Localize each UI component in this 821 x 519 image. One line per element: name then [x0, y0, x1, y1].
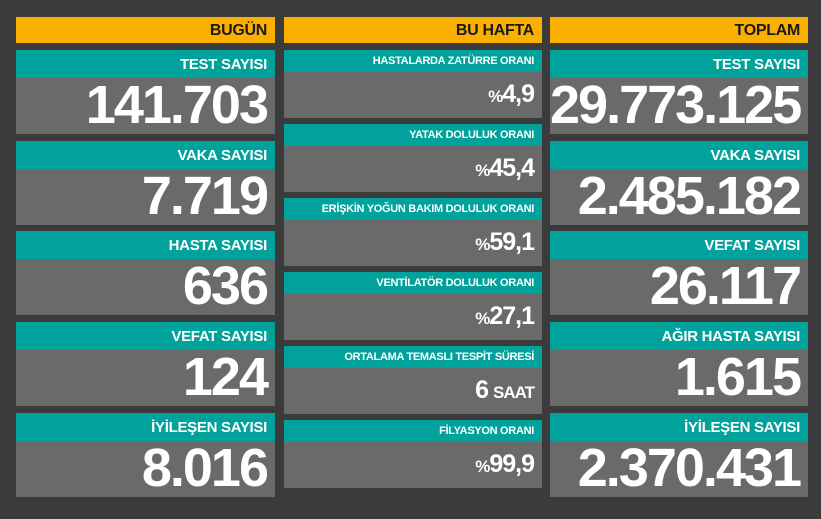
stat-card: ERİŞKİN YOĞUN BAKIM DOLULUK ORANI %59,1	[284, 198, 542, 266]
stat-value: %4,9	[284, 72, 542, 119]
value-number: 99,9	[489, 450, 535, 478]
column: TOPLAM TEST SAYISI 29.773.125 VAKA SAYISI 2.…	[550, 17, 808, 497]
stat-value: 29.773.125	[550, 78, 808, 132]
value-suffix: SAAT	[492, 383, 535, 402]
value-number: 2.370.431	[577, 437, 802, 498]
value-number: 636	[182, 256, 269, 317]
stat-value: 124	[16, 350, 275, 404]
stat-label: ORTALAMA TEMASLI TESPİT SÜRESİ	[284, 346, 542, 368]
value-prefix: %	[475, 457, 490, 476]
stat-card: VAKA SAYISI 2.485.182	[550, 140, 808, 225]
stat-card: İYİLEŞEN SAYISI 8.016	[16, 412, 275, 497]
column: BUGÜN TEST SAYISI 141.703 VAKA SAYISI 7.719 H…	[16, 17, 275, 497]
stat-card: AĞIR HASTA SAYISI 1.615	[550, 322, 808, 407]
stat-card: HASTA SAYISI 636	[16, 231, 275, 316]
stat-card: VENTİLATÖR DOLULUK ORANI %27,1	[284, 272, 542, 340]
stat-card: VEFAT SAYISI 124	[16, 322, 275, 407]
stat-value: 2.370.431	[550, 441, 808, 495]
stat-card: İYİLEŞEN SAYISI 2.370.431	[550, 412, 808, 497]
stat-label: VEFAT SAYISI	[550, 231, 808, 260]
value-number: 26.117	[649, 256, 802, 317]
stat-label: HASTA SAYISI	[16, 231, 275, 260]
value-number: 6	[475, 376, 489, 404]
stat-card: TEST SAYISI 29.773.125	[550, 50, 808, 134]
stat-label: TEST SAYISI	[16, 50, 275, 78]
stat-value: 141.703	[16, 78, 275, 132]
value-number: 124	[182, 347, 269, 408]
value-prefix: %	[475, 309, 490, 328]
stat-card: ORTALAMA TEMASLI TESPİT SÜRESİ 6 SAAT	[284, 346, 542, 414]
stat-value: %99,9	[284, 442, 542, 489]
stat-value: 26.117	[550, 259, 808, 313]
stat-card: VAKA SAYISI 7.719	[16, 140, 275, 225]
stat-value: %27,1	[284, 294, 542, 341]
value-number: 7.719	[141, 165, 269, 226]
value-prefix: %	[475, 161, 490, 180]
value-number: 2.485.182	[577, 165, 802, 226]
stat-label: ERİŞKİN YOĞUN BAKIM DOLULUK ORANI	[284, 198, 542, 220]
stat-value: 6 SAAT	[284, 368, 542, 415]
stat-label: VAKA SAYISI	[550, 140, 808, 169]
stat-card: VEFAT SAYISI 26.117	[550, 231, 808, 316]
stat-card: HASTALARDA ZATÜRRE ORANI %4,9	[284, 50, 542, 118]
value-number: 1.615	[674, 347, 802, 408]
stat-value: 7.719	[16, 169, 275, 223]
stat-card: TEST SAYISI 141.703	[16, 50, 275, 134]
stat-value: 636	[16, 259, 275, 313]
value-number: 29.773.125	[550, 75, 802, 135]
stat-label: VEFAT SAYISI	[16, 322, 275, 351]
stat-label: TEST SAYISI	[550, 50, 808, 78]
column-header: BUGÜN	[16, 17, 275, 43]
stat-label: VAKA SAYISI	[16, 140, 275, 169]
stat-label: İYİLEŞEN SAYISI	[550, 412, 808, 441]
column-header: BU HAFTA	[284, 17, 542, 43]
value-number: 8.016	[141, 437, 269, 498]
column-header: TOPLAM	[550, 17, 808, 43]
stat-label: FİLYASYON ORANI	[284, 420, 542, 442]
value-number: 27,1	[489, 302, 535, 330]
stat-value: 1.615	[550, 350, 808, 404]
stat-card: FİLYASYON ORANI %99,9	[284, 420, 542, 488]
value-number: 59,1	[489, 228, 535, 256]
stat-label: VENTİLATÖR DOLULUK ORANI	[284, 272, 542, 294]
stat-value: 8.016	[16, 441, 275, 495]
stat-value: %45,4	[284, 146, 542, 193]
value-number: 141.703	[85, 75, 269, 135]
stat-value: %59,1	[284, 220, 542, 267]
value-prefix: %	[488, 87, 503, 106]
stat-value: 2.485.182	[550, 169, 808, 223]
stat-label: HASTALARDA ZATÜRRE ORANI	[284, 50, 542, 72]
value-number: 4,9	[502, 80, 535, 108]
stat-label: AĞIR HASTA SAYISI	[550, 322, 808, 351]
value-prefix: %	[475, 235, 490, 254]
value-number: 45,4	[489, 154, 535, 182]
stat-card: YATAK DOLULUK ORANI %45,4	[284, 124, 542, 192]
stat-label: İYİLEŞEN SAYISI	[16, 412, 275, 441]
stat-label: YATAK DOLULUK ORANI	[284, 124, 542, 146]
column: BU HAFTA HASTALARDA ZATÜRRE ORANI %4,9 YATA…	[284, 17, 542, 488]
